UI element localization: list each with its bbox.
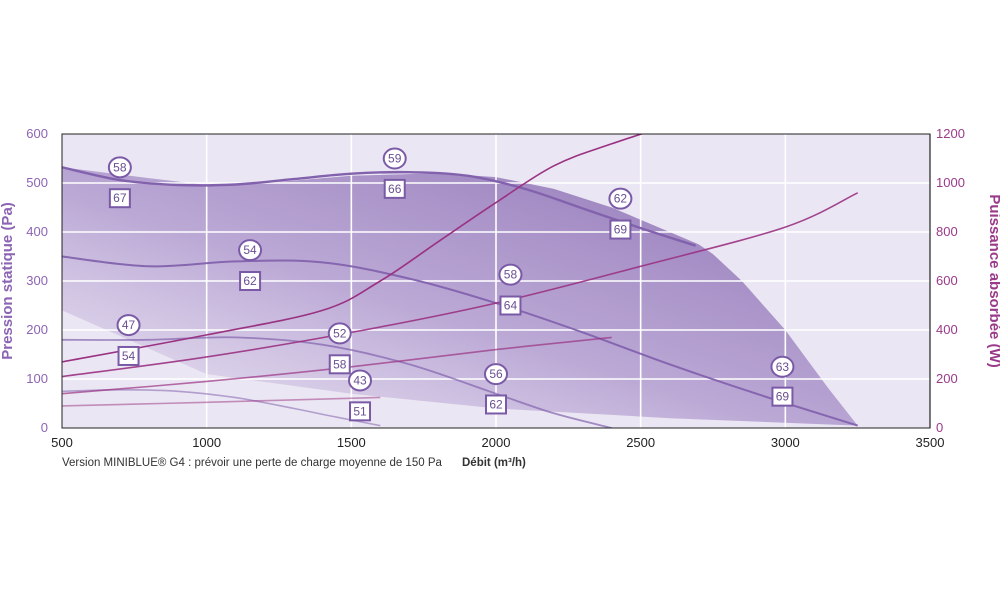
- power-curve-w2: [62, 192, 859, 378]
- y-right-tick-label: 200: [936, 371, 958, 386]
- noise-square-value: 69: [776, 390, 790, 404]
- y-right-tick-label: 600: [936, 273, 958, 288]
- noise-circle-marker: [107, 156, 132, 179]
- x-tick-label: 1000: [192, 435, 221, 450]
- noise-square-marker: [485, 394, 507, 415]
- noise-circle-marker: [327, 322, 352, 345]
- x-tick-label: 500: [51, 435, 73, 450]
- noise-square-marker: [609, 219, 632, 240]
- y-left-tick-label: 400: [26, 224, 48, 239]
- y-right-tick-label: 1000: [936, 175, 965, 190]
- pressure-curve-p2: [62, 255, 859, 427]
- noise-square-value: 66: [388, 182, 402, 196]
- power-curve-w1: [62, 134, 645, 363]
- noise-circle-value: 63: [776, 360, 790, 374]
- y-left-tick-label: 500: [26, 175, 48, 190]
- noise-square-marker: [117, 345, 140, 366]
- noise-square-marker: [771, 386, 794, 407]
- noise-circle-marker: [348, 369, 373, 392]
- noise-square-value: 64: [504, 299, 518, 313]
- pressure-curve-p4: [62, 388, 381, 427]
- noise-square-marker: [239, 271, 262, 291]
- noise-circle-value: 56: [489, 367, 503, 381]
- power-curve-w4: [62, 396, 381, 407]
- y-axis-right-title: Puissance absorbée (W): [986, 194, 1000, 367]
- y-right-tick-label: 1200: [936, 126, 965, 141]
- noise-circle-marker: [608, 187, 633, 210]
- noise-square-value: 67: [113, 191, 127, 205]
- y-right-tick-label: 400: [936, 322, 958, 337]
- noise-circle-value: 62: [614, 192, 628, 206]
- x-tick-label: 2500: [626, 435, 655, 450]
- noise-circle-marker: [382, 147, 407, 170]
- noise-square-value: 62: [243, 274, 257, 288]
- noise-circle-marker: [116, 314, 141, 337]
- noise-square-marker: [349, 401, 372, 422]
- curve-labels: 58 59 62 54 58 47 52 43 56 63 67 66 69 62 64 54 58 51 62 69: [107, 147, 795, 422]
- x-tick-label: 3500: [916, 435, 945, 450]
- noise-square-value: 58: [333, 357, 347, 371]
- y-left-tick-label: 100: [26, 371, 48, 386]
- noise-square-marker: [328, 354, 351, 375]
- x-axis-title: Débit (m³/h): [462, 457, 526, 469]
- pressure-curve-p1: [62, 166, 696, 247]
- series-group: [62, 134, 859, 428]
- noise-circle-value: 47: [122, 318, 136, 332]
- y-left-tick-label: 300: [26, 273, 48, 288]
- y-right-tick-label: 0: [936, 420, 943, 435]
- noise-circle-value: 52: [333, 326, 347, 340]
- noise-square-value: 54: [122, 349, 136, 363]
- y-left-tick-label: 0: [41, 420, 48, 435]
- pressure-curve-p3: [62, 336, 612, 428]
- y-left-tick-label: 600: [26, 126, 48, 141]
- footnote: Version MINIBLUE® G4 : prévoir une perte…: [62, 457, 442, 469]
- noise-circle-value: 54: [243, 243, 257, 257]
- noise-circle-value: 58: [504, 268, 518, 282]
- ticks-group: 500 1000 1500 2000 2500 3000 35000100200300400…: [26, 126, 965, 450]
- y-right-tick-label: 800: [936, 224, 958, 239]
- x-tick-label: 3000: [771, 435, 800, 450]
- noise-circle-value: 58: [113, 160, 127, 174]
- noise-square-marker: [108, 188, 131, 209]
- noise-circle-value: 59: [388, 152, 402, 166]
- noise-square-marker: [383, 178, 406, 199]
- power-curve-w3: [62, 336, 612, 395]
- y-axis-left-title: Pression statique (Pa): [0, 202, 16, 360]
- noise-square-value: 51: [353, 404, 367, 418]
- x-tick-label: 1500: [337, 435, 366, 450]
- noise-circle-marker: [238, 239, 263, 262]
- noise-circle-marker: [770, 355, 795, 378]
- noise-circle-marker: [498, 263, 523, 286]
- noise-square-value: 69: [614, 223, 628, 237]
- noise-circle-marker: [484, 363, 508, 386]
- x-tick-label: 2000: [482, 435, 511, 450]
- y-left-tick-label: 200: [26, 322, 48, 337]
- noise-square-value: 62: [489, 397, 503, 411]
- noise-circle-value: 43: [353, 373, 367, 387]
- noise-square-marker: [499, 295, 522, 316]
